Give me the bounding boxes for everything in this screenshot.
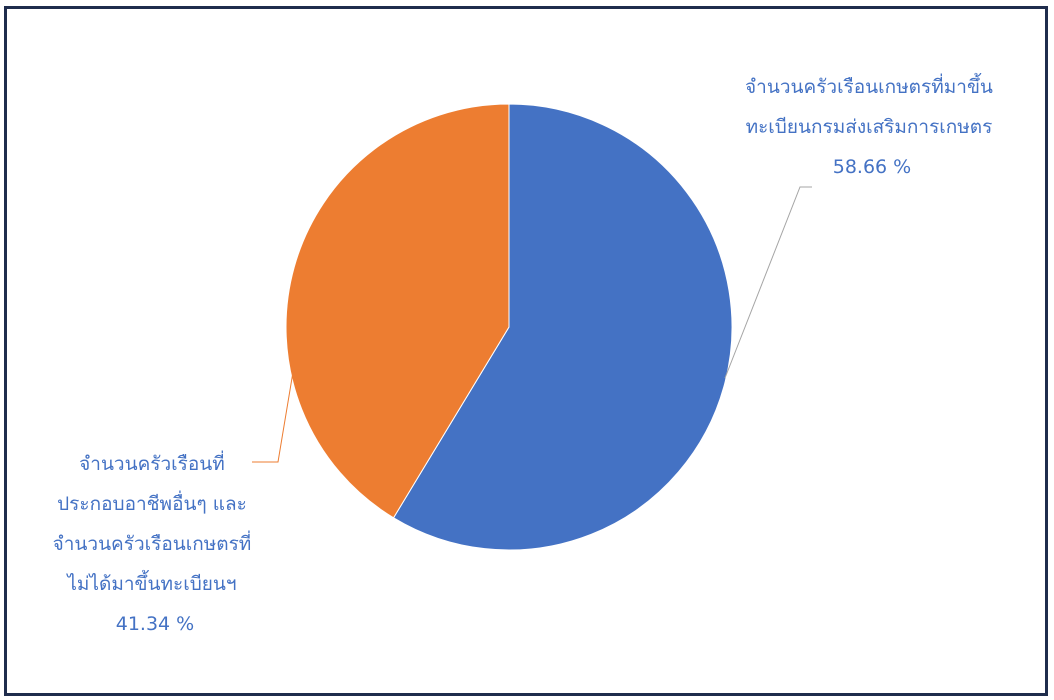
slice-value-0: 58.66 % bbox=[833, 156, 912, 178]
slice-label-0: จำนวนครัวเรือนเกษตรที่มาขึ้น ทะเบียนกรมส… bbox=[745, 73, 999, 178]
slice-label-0-line-0: จำนวนครัวเรือนเกษตรที่มาขึ้น bbox=[745, 73, 993, 98]
slice-label-1-line-3: ไม่ได้มาขึ้นทะเบียนฯ bbox=[65, 570, 236, 595]
slice-label-1: จำนวนครัวเรือนที่ ประกอบอาชีพอื่นๆ และ จ… bbox=[53, 450, 258, 635]
pie-slice-1 bbox=[285, 103, 510, 519]
slice-label-0-line-1: ทะเบียนกรมส่งเสริมการเกษตร bbox=[746, 116, 993, 138]
pie-slice-0 bbox=[392, 103, 733, 551]
pie-slices bbox=[285, 103, 733, 551]
slice-value-1: 41.34 % bbox=[116, 613, 195, 635]
slice-label-1-line-0: จำนวนครัวเรือนที่ bbox=[79, 450, 225, 475]
leader-line-0 bbox=[724, 186, 812, 379]
leader-line-1 bbox=[252, 371, 294, 463]
slice-label-1-line-1: ประกอบอาชีพอื่นๆ และ bbox=[57, 490, 247, 515]
slice-label-1-line-2: จำนวนครัวเรือนเกษตรที่ bbox=[53, 530, 252, 555]
